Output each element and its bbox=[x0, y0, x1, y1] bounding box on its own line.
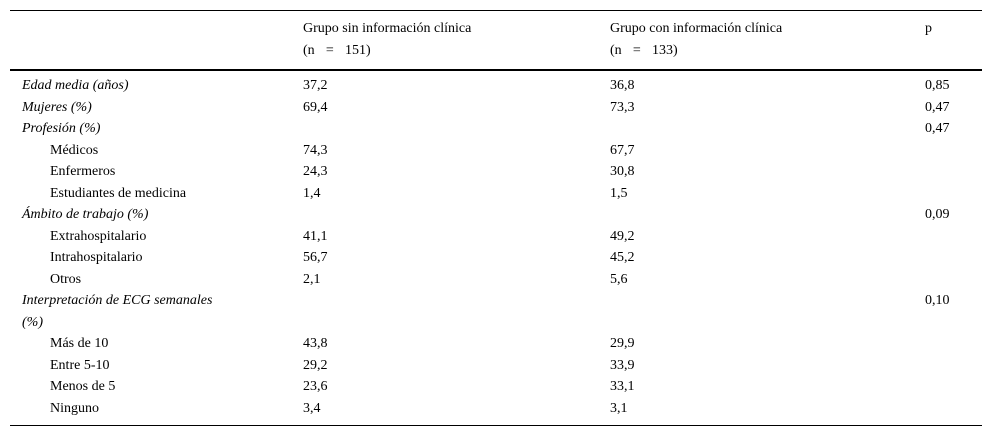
group2-value: 73,3 bbox=[610, 99, 635, 115]
p-value bbox=[925, 333, 982, 355]
row-label: Menos de 5 bbox=[50, 379, 116, 394]
header-group2-title: Grupo con información clínica bbox=[610, 21, 783, 36]
header-group1-n: (n = 151) bbox=[303, 42, 371, 58]
p-value bbox=[925, 183, 982, 205]
group1-value: 69,4 bbox=[303, 99, 328, 115]
table-row: Ámbito de trabajo (%) 0,09 bbox=[10, 204, 982, 226]
p-value bbox=[925, 398, 982, 426]
row-label: Estudiantes de medicina bbox=[50, 185, 187, 201]
table-row: Otros 2,1 5,6 bbox=[10, 269, 982, 291]
p-value: 0,47 bbox=[925, 99, 950, 115]
group1-value: 37,2 bbox=[303, 78, 328, 93]
group2-value: 33,9 bbox=[610, 357, 635, 373]
table-row: Intrahospitalario 56,7 45,2 bbox=[10, 247, 982, 269]
p-value bbox=[925, 269, 982, 291]
p-value bbox=[925, 376, 982, 398]
p-value: 0,10 bbox=[925, 293, 950, 308]
table-body: Edad media (años) 37,2 36,8 0,85 Mujeres… bbox=[10, 70, 982, 426]
group1-value: 41,1 bbox=[303, 228, 328, 244]
row-label: Entre 5-10 bbox=[50, 357, 110, 373]
group1-value: 24,3 bbox=[303, 164, 328, 179]
table-row: Menos de 5 23,6 33,1 bbox=[10, 376, 982, 398]
group1-value: 43,8 bbox=[303, 336, 328, 351]
header-group2-n: (n = 133) bbox=[610, 42, 678, 58]
group1-value: 74,3 bbox=[303, 142, 328, 158]
row-label: Interpretación de ECG semanales (%) bbox=[22, 293, 213, 330]
header-empty-cell bbox=[10, 11, 303, 71]
row-label: Enfermeros bbox=[50, 164, 116, 179]
table-row: Mujeres (%) 69,4 73,3 0,47 bbox=[10, 97, 982, 119]
group2-value bbox=[610, 118, 925, 140]
row-label: Intrahospitalario bbox=[50, 250, 143, 265]
row-label: Mujeres (%) bbox=[22, 99, 92, 115]
p-value: 0,85 bbox=[925, 78, 950, 93]
group2-value: 36,8 bbox=[610, 78, 635, 93]
row-label: Otros bbox=[50, 271, 82, 287]
group2-value: 1,5 bbox=[610, 185, 628, 201]
group2-value: 3,1 bbox=[610, 400, 628, 416]
p-value bbox=[925, 355, 982, 377]
group1-value: 23,6 bbox=[303, 379, 328, 394]
p-value bbox=[925, 161, 982, 183]
header-row: Grupo sin información clínica (n = 151) … bbox=[10, 11, 982, 71]
row-label: Edad media (años) bbox=[22, 78, 129, 93]
header-group1: Grupo sin información clínica (n = 151) bbox=[303, 11, 610, 71]
table-row: Más de 10 43,8 29,9 bbox=[10, 333, 982, 355]
header-group2: Grupo con información clínica (n = 133) bbox=[610, 11, 925, 71]
group2-value: 5,6 bbox=[610, 271, 628, 287]
p-value bbox=[925, 226, 982, 248]
group2-value: 33,1 bbox=[610, 379, 635, 394]
group2-value bbox=[610, 290, 925, 333]
group1-value bbox=[303, 290, 610, 333]
table-row: Entre 5-10 29,2 33,9 bbox=[10, 355, 982, 377]
group2-value: 45,2 bbox=[610, 250, 635, 265]
table-row: Enfermeros 24,3 30,8 bbox=[10, 161, 982, 183]
group1-value: 56,7 bbox=[303, 250, 328, 265]
p-value bbox=[925, 247, 982, 269]
table-row: Interpretación de ECG semanales (%) 0,10 bbox=[10, 290, 982, 333]
group2-value: 49,2 bbox=[610, 228, 635, 244]
header-p: p bbox=[925, 21, 932, 36]
group1-value bbox=[303, 118, 610, 140]
group2-value: 30,8 bbox=[610, 164, 635, 179]
table-row: Extrahospitalario 41,1 49,2 bbox=[10, 226, 982, 248]
group2-value: 29,9 bbox=[610, 336, 635, 351]
p-value: 0,09 bbox=[925, 207, 950, 222]
table-row: Médicos 74,3 67,7 bbox=[10, 140, 982, 162]
group2-value: 67,7 bbox=[610, 142, 635, 158]
group1-value: 29,2 bbox=[303, 357, 328, 373]
row-label: Ninguno bbox=[50, 400, 99, 416]
group1-value: 1,4 bbox=[303, 185, 321, 201]
group1-value: 3,4 bbox=[303, 400, 321, 416]
group-comparison-table: Grupo sin información clínica (n = 151) … bbox=[10, 10, 982, 426]
row-label: Extrahospitalario bbox=[50, 228, 147, 244]
table-row: Edad media (años) 37,2 36,8 0,85 bbox=[10, 70, 982, 97]
table-row: Ninguno 3,4 3,1 bbox=[10, 398, 982, 426]
row-label: Ámbito de trabajo (%) bbox=[22, 207, 149, 222]
group1-value bbox=[303, 204, 610, 226]
table-row: Profesión (%) 0,47 bbox=[10, 118, 982, 140]
group1-value: 2,1 bbox=[303, 271, 321, 287]
row-label: Más de 10 bbox=[50, 336, 109, 351]
row-label: Profesión (%) bbox=[22, 121, 101, 136]
header-group1-title: Grupo sin información clínica bbox=[303, 21, 472, 36]
row-label: Médicos bbox=[50, 142, 99, 158]
table-row: Estudiantes de medicina 1,4 1,5 bbox=[10, 183, 982, 205]
p-value bbox=[925, 140, 982, 162]
group2-value bbox=[610, 204, 925, 226]
p-value: 0,47 bbox=[925, 121, 950, 136]
